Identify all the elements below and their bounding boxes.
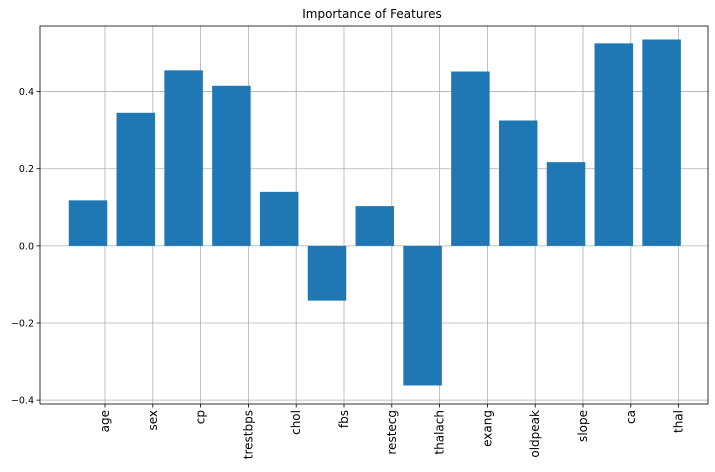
bar-chol xyxy=(259,191,299,246)
plot-frame xyxy=(39,25,709,405)
bar-fbs xyxy=(307,245,347,301)
bar-slope xyxy=(546,162,586,246)
bar-sex xyxy=(116,112,156,246)
x-tick-label-exang: exang xyxy=(480,410,494,447)
y-tick-label: 0.4 xyxy=(19,87,34,98)
chart-title: Importance of Features xyxy=(302,7,442,21)
bar-age xyxy=(68,200,108,246)
bar-restecg xyxy=(355,206,395,246)
x-tick-label-fbs: fbs xyxy=(337,410,351,428)
x-tick-label-ca: ca xyxy=(624,410,638,424)
bar-oldpeak xyxy=(498,120,538,246)
y-tick-label: −0.2 xyxy=(11,319,34,330)
axes: −0.4 −0.2 0.0 0.2 0.4 age sex cp trestbps chol fbs… xyxy=(11,87,686,459)
x-tick-label-thal: thal xyxy=(672,410,686,433)
bar-cp xyxy=(164,70,203,246)
bar-exang xyxy=(451,71,490,246)
x-tick-label-trestbps: trestbps xyxy=(241,410,255,459)
bar-thal xyxy=(642,39,681,246)
y-tick-label: 0.0 xyxy=(19,241,34,252)
bar-trestbps xyxy=(212,85,251,246)
x-tick-label-chol: chol xyxy=(289,410,303,435)
x-tick-label-slope: slope xyxy=(576,410,590,442)
x-tick-label-thalach: thalach xyxy=(433,410,447,455)
bar-thalach xyxy=(403,245,442,386)
x-tick-label-restecg: restecg xyxy=(385,410,399,455)
bars xyxy=(68,39,681,386)
bar-ca xyxy=(594,43,634,246)
y-tick-label: −0.4 xyxy=(11,396,34,407)
x-tick-label-sex: sex xyxy=(146,410,160,431)
y-tick-label: 0.2 xyxy=(19,164,34,175)
x-tick-label-oldpeak: oldpeak xyxy=(528,410,542,458)
x-tick-label-cp: cp xyxy=(194,410,208,424)
x-tick-label-age: age xyxy=(98,410,112,432)
